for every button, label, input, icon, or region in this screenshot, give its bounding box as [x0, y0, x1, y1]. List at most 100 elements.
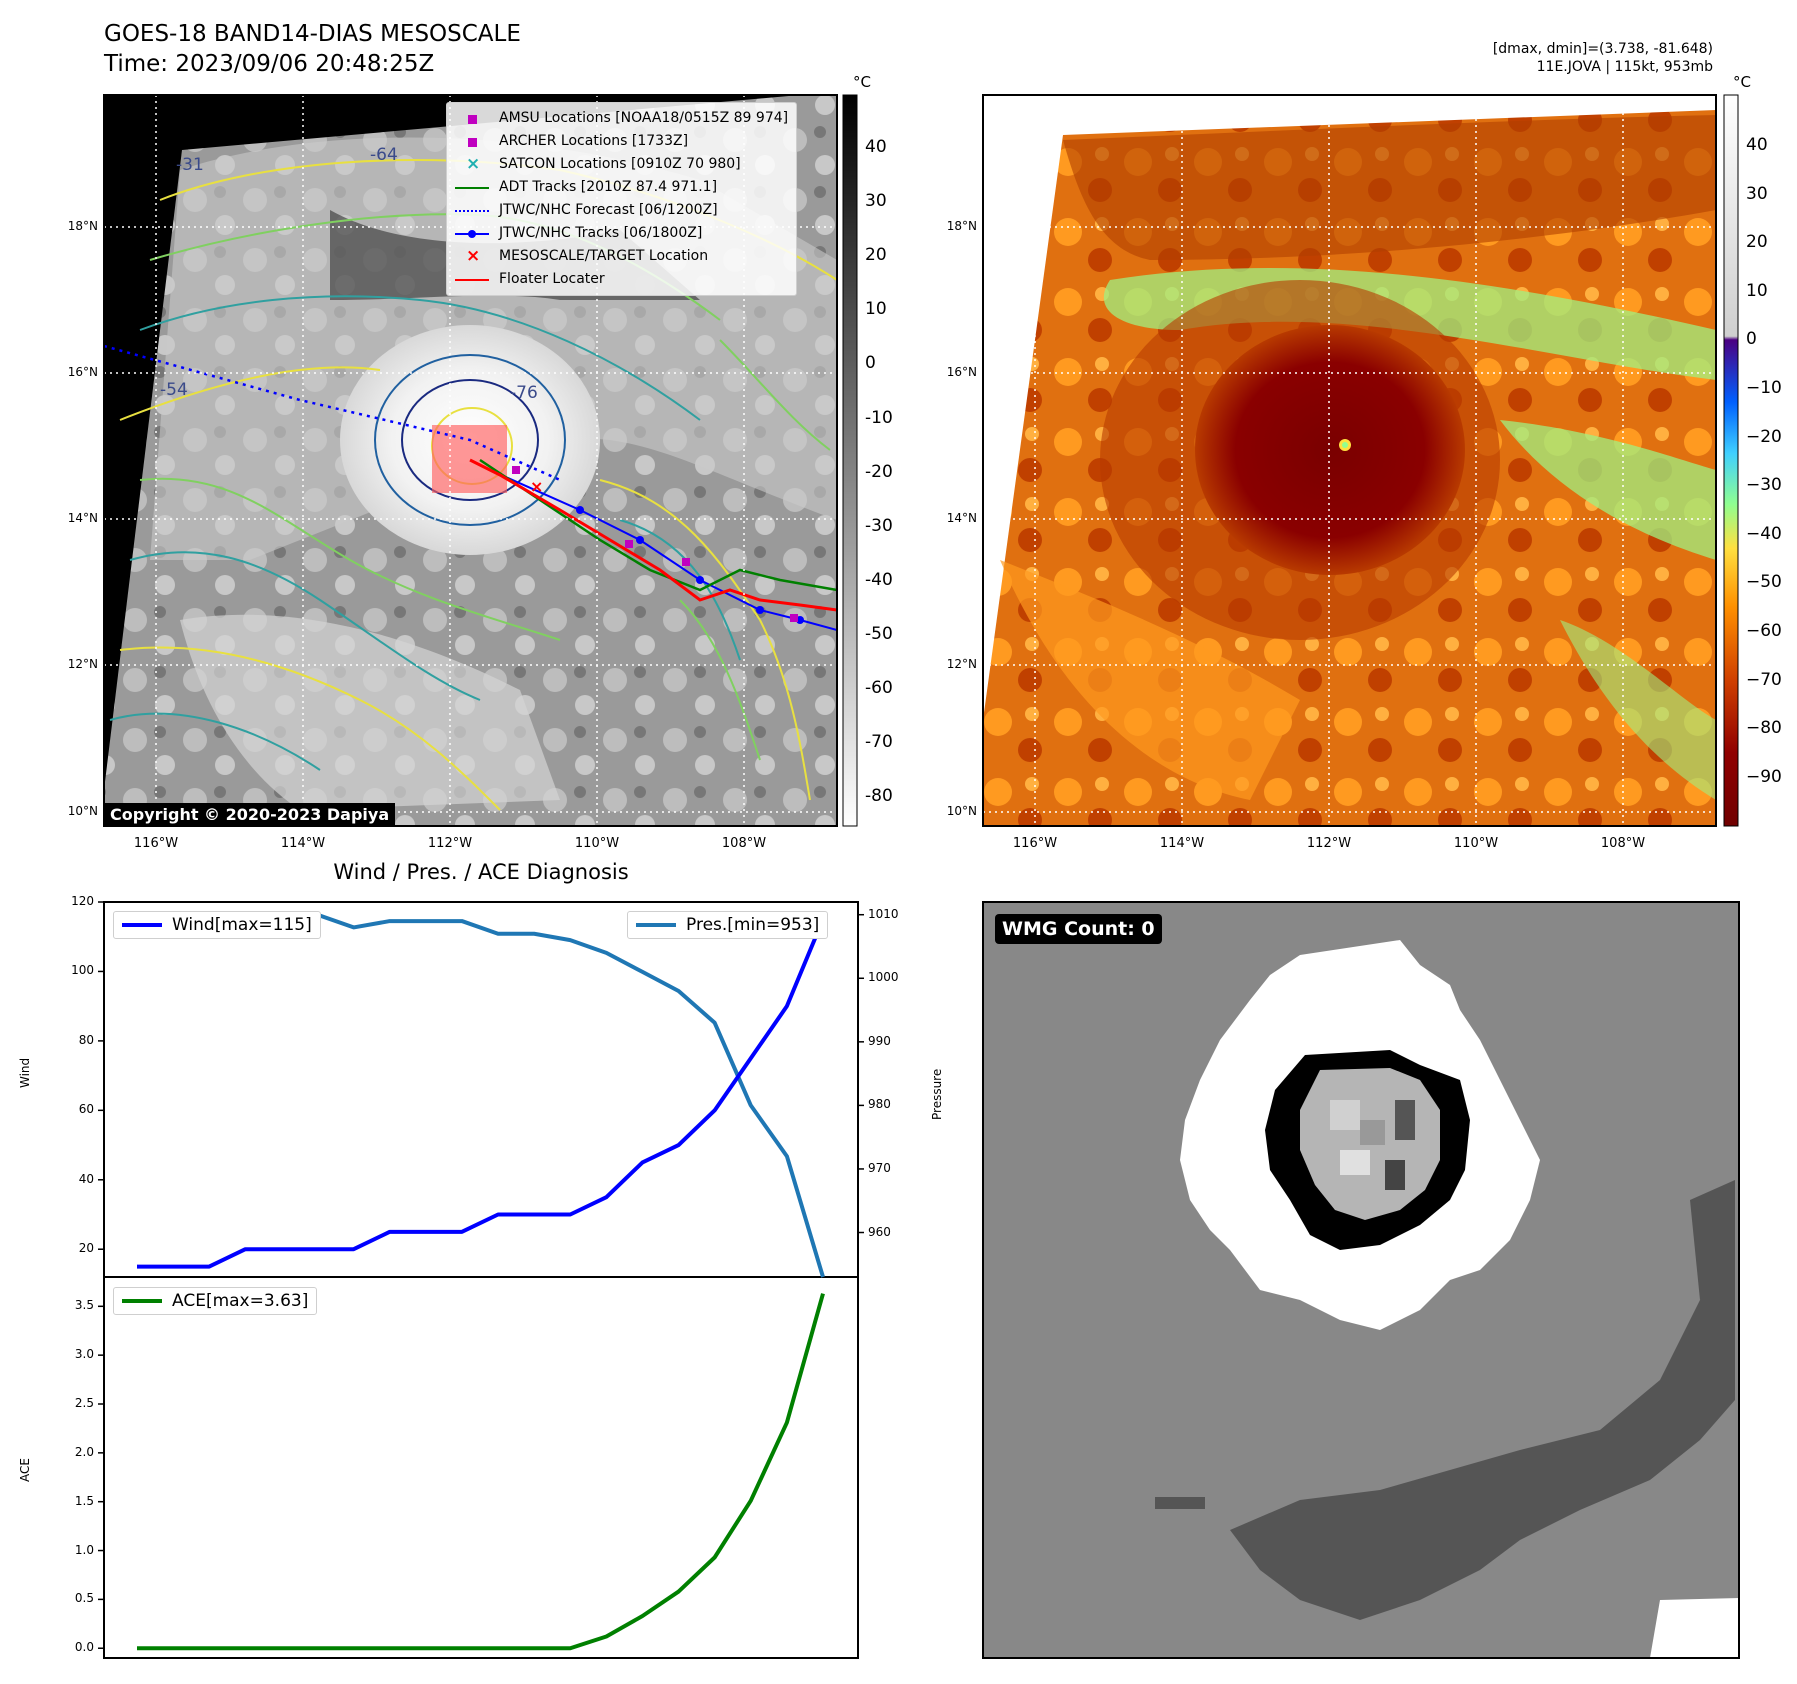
colorbar-tick-label: −30 [1746, 475, 1782, 496]
colorbar-tick-label: 30 [1746, 183, 1768, 204]
lat-tick-label: 18°N [946, 219, 977, 233]
lon-tick-label: 108°W [721, 836, 767, 851]
ace-tick-label: 3.0 [74, 1347, 94, 1362]
wind-tick-label: 100 [71, 963, 94, 978]
legend-item: JTWC/NHC Forecast [06/1200Z] [455, 199, 788, 222]
archer-marker [682, 558, 690, 566]
floater-box [432, 425, 507, 493]
lon-tick-label: 112°W [427, 836, 473, 851]
pressure-tick-label: 960 [868, 1224, 891, 1239]
colorbar-tick-label: -70 [865, 732, 893, 753]
colorbar-tick-label: 0 [1746, 329, 1757, 350]
wind-tick-label: 40 [78, 1171, 94, 1186]
storm-info-text: 11E.JOVA | 115kt, 953mb [1536, 59, 1713, 75]
legend-symbol-icon [455, 134, 489, 150]
floater-track [469, 458, 837, 612]
colorbar-tick-label: -40 [865, 569, 893, 590]
colorbar-tick-label: 40 [1746, 135, 1768, 155]
lon-tick-label: 112°W [1306, 836, 1352, 851]
contour-label: -64 [370, 145, 398, 165]
colorbar-tick-label: -50 [865, 623, 893, 644]
legend-item: × SATCON Locations [0910Z 70 980] [455, 153, 788, 176]
ace-legend-line [122, 1299, 162, 1303]
lat-tick-label: 12°N [67, 657, 98, 671]
lat-tick-label: 14°N [946, 511, 977, 525]
ace-tick-label: 0.0 [74, 1640, 94, 1655]
ir-colorbar-unit: °C [853, 73, 871, 91]
colorbar-tick-label: −60 [1746, 621, 1782, 641]
lat-tick-label: 10°N [946, 804, 977, 818]
legend-item: Floater Locater [455, 268, 788, 291]
legend-item: AMSU Locations [NOAA18/0515Z 89 974] [455, 107, 788, 130]
colorbar-tick-label: 10 [865, 299, 887, 320]
stats-text: [dmax, dmin]=(3.738, -81.648) 11E.JOVA |… [1493, 40, 1713, 76]
legend-label: JTWC/NHC Forecast [06/1200Z] [499, 202, 718, 218]
color-colorbar [1723, 94, 1739, 827]
amsu-marker [512, 466, 520, 474]
colorbar-tick-label: 10 [1746, 280, 1768, 301]
dmax-dmin-text: [dmax, dmin]=(3.738, -81.648) [1492, 41, 1713, 57]
contour-label: -54 [160, 380, 188, 400]
lon-tick-label: 108°W [1600, 836, 1646, 851]
ace-axes [103, 1276, 859, 1659]
legend-symbol-icon: × [466, 245, 481, 266]
pressure-tick-label: 1010 [868, 906, 899, 921]
legend-label: SATCON Locations [0910Z 70 980] [499, 156, 741, 172]
legend-label: ARCHER Locations [1733Z] [499, 133, 689, 149]
legend-item: JTWC/NHC Tracks [06/1800Z] [455, 222, 788, 245]
colorbar-tick-label: −40 [1746, 523, 1782, 544]
ace-legend: ACE[max=3.63] [113, 1287, 318, 1315]
colorbar-tick-label: −10 [1746, 378, 1782, 398]
forecast-track [104, 344, 561, 482]
pressure-legend-label: Pres.[min=953] [686, 915, 820, 935]
legend-item: ADT Tracks [2010Z 87.4 971.1] [455, 176, 788, 199]
colorbar-tick-label: −50 [1746, 572, 1782, 593]
wmg-count-label: WMG Count: 0 [995, 914, 1162, 944]
legend-item: ARCHER Locations [1733Z] [455, 130, 788, 153]
lon-tick-label: 116°W [133, 836, 179, 851]
lat-tick-label: 16°N [67, 365, 98, 379]
lon-tick-label: 110°W [1453, 836, 1499, 851]
wind-axis-label: Wind [18, 1057, 32, 1088]
wind-legend-label: Wind[max=115] [172, 915, 312, 935]
colorbar-tick-label: −70 [1746, 669, 1782, 690]
legend-label: Floater Locater [499, 271, 605, 287]
legend-item: × MESOSCALE/TARGET Location [455, 245, 788, 268]
ir-colorbar [842, 94, 858, 827]
color-map-image [983, 95, 1716, 826]
legend-label: MESOSCALE/TARGET Location [499, 248, 709, 264]
title-line-2: Time: 2023/09/06 20:48:25Z [104, 51, 435, 77]
title-line-1: GOES-18 BAND14-DIAS MESOSCALE [104, 21, 521, 47]
lat-tick-label: 18°N [67, 219, 98, 233]
pressure-tick-label: 980 [868, 1097, 891, 1112]
colorbar-tick-label: -60 [865, 678, 893, 698]
wind-tick-label: 80 [78, 1032, 94, 1047]
colorbar-tick-label: 20 [865, 245, 887, 266]
ace-tick-label: 2.0 [74, 1444, 94, 1459]
ace-tick-label: 0.5 [74, 1591, 94, 1606]
lon-tick-label: 114°W [280, 836, 326, 851]
chart-title: Wind / Pres. / ACE Diagnosis [333, 860, 629, 884]
wind-tick-label: 20 [78, 1241, 94, 1256]
legend-symbol-icon: × [466, 153, 481, 174]
wind-tick-label: 120 [71, 894, 94, 908]
ace-tick-label: 1.5 [74, 1493, 94, 1508]
archer-marker [790, 614, 798, 622]
ace-axis-label: ACE [18, 1458, 32, 1482]
pressure-tick-label: 1000 [868, 970, 899, 985]
pressure-axis-label: Pressure [930, 1068, 944, 1120]
ir-map-legend: AMSU Locations [NOAA18/0515Z 89 974] ARCH… [446, 102, 798, 296]
colorbar-tick-label: −80 [1746, 718, 1782, 739]
copyright-label: Copyright © 2020-2023 Dapiya [104, 803, 396, 826]
lon-tick-label: 116°W [1012, 836, 1058, 851]
lon-tick-label: 110°W [574, 836, 620, 851]
colorbar-tick-label: 0 [865, 353, 876, 374]
color-colorbar-unit: °C [1733, 73, 1751, 91]
ace-series-line [137, 1293, 825, 1651]
wind-tick-label: 60 [78, 1102, 94, 1117]
lon-tick-label: 114°W [1159, 836, 1205, 851]
wind-legend-line [122, 923, 162, 927]
figure-title: GOES-18 BAND14-DIAS MESOSCALE Time: 2023… [104, 19, 521, 79]
legend-symbol-icon [455, 272, 489, 288]
